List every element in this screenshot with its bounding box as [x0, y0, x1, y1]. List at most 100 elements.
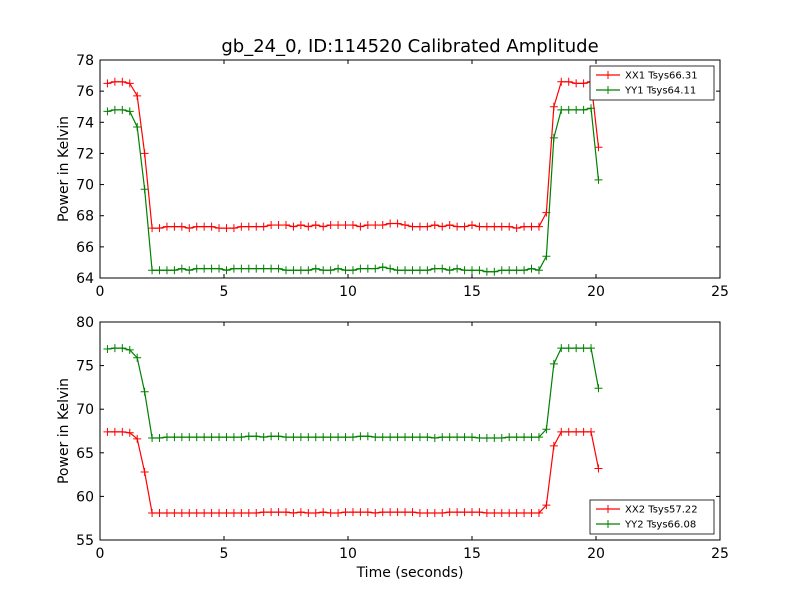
x-tick-label: 5 — [220, 284, 229, 300]
data-point — [386, 264, 395, 273]
data-point — [371, 508, 380, 517]
data-point — [378, 508, 387, 517]
data-point — [423, 433, 432, 442]
data-point — [140, 387, 149, 396]
data-point — [185, 508, 194, 517]
data-point — [505, 266, 514, 275]
data-point — [386, 433, 395, 442]
data-point — [162, 433, 171, 442]
data-point — [393, 433, 402, 442]
x-tick-label: 25 — [711, 284, 729, 300]
data-point — [363, 221, 372, 230]
data-point — [125, 107, 134, 116]
data-point — [110, 105, 119, 114]
data-point — [252, 264, 261, 273]
data-point — [348, 433, 357, 442]
data-point — [304, 266, 313, 275]
data-point — [594, 464, 603, 473]
y-tick-label: 70 — [76, 402, 94, 418]
legend-label: XX1 Tsys66.31 — [625, 71, 698, 82]
data-point — [497, 266, 506, 275]
data-point — [229, 508, 238, 517]
data-point — [453, 222, 462, 231]
legend-marker — [604, 505, 612, 513]
legend-item: XX1 Tsys66.31 — [596, 71, 698, 82]
data-point — [438, 264, 447, 273]
data-point — [594, 143, 603, 152]
data-point — [148, 266, 157, 275]
data-point — [520, 508, 529, 517]
data-point — [534, 266, 543, 275]
data-point — [192, 508, 201, 517]
data-point — [393, 266, 402, 275]
legend-item: YY2 Tsys66.08 — [596, 520, 696, 531]
data-point — [445, 433, 454, 442]
y-axis-label: Power in Kelvin — [56, 116, 72, 222]
data-point — [215, 508, 224, 517]
data-point — [155, 508, 164, 517]
data-point — [534, 508, 543, 517]
data-point — [222, 266, 231, 275]
x-tick-label: 10 — [339, 284, 357, 300]
legend: XX1 Tsys66.31 YY1 Tsys64.11 — [589, 65, 715, 101]
x-tick-label: 0 — [96, 284, 105, 300]
data-point — [229, 264, 238, 273]
y-tick-label: 55 — [76, 533, 94, 549]
data-point — [215, 264, 224, 273]
data-point — [490, 433, 499, 442]
data-point — [118, 105, 127, 114]
data-point — [438, 508, 447, 517]
data-point — [207, 508, 216, 517]
data-point — [475, 222, 484, 231]
data-point — [415, 266, 424, 275]
data-point — [386, 219, 395, 228]
data-point — [572, 79, 581, 88]
data-point — [475, 508, 484, 517]
data-point — [289, 222, 298, 231]
data-point — [341, 266, 350, 275]
data-point — [549, 102, 558, 111]
figure-title: gb_24_0, ID:114520 Calibrated Amplitude — [221, 36, 598, 57]
data-point — [229, 224, 238, 233]
data-point — [274, 432, 283, 441]
data-point — [237, 222, 246, 231]
data-point — [430, 508, 439, 517]
data-point — [460, 433, 469, 442]
data-point — [408, 222, 417, 231]
data-point — [334, 264, 343, 273]
data-point — [118, 427, 127, 436]
data-point — [587, 104, 596, 113]
data-point — [334, 221, 343, 230]
data-point — [200, 222, 209, 231]
data-point — [468, 221, 476, 230]
data-point — [445, 266, 454, 275]
data-point — [468, 508, 476, 517]
plot-frame — [99, 59, 721, 279]
data-point — [557, 344, 566, 353]
data-point — [423, 508, 432, 517]
data-point — [401, 221, 410, 230]
data-point — [259, 433, 268, 442]
legend-marker — [604, 520, 612, 528]
legend-label: YY2 Tsys66.08 — [624, 520, 696, 531]
data-point — [319, 508, 328, 517]
data-point — [244, 432, 253, 441]
data-point — [326, 266, 335, 275]
x-axis-label: Time (seconds) — [356, 565, 464, 581]
x-tick-label: 20 — [587, 284, 605, 300]
legend-item: YY1 Tsys64.11 — [596, 86, 696, 97]
data-point — [401, 508, 410, 517]
data-point — [363, 432, 372, 441]
legend-box — [589, 499, 715, 535]
data-point — [542, 425, 551, 434]
x-tick-label: 15 — [463, 284, 481, 300]
data-point — [162, 222, 171, 231]
data-point — [415, 222, 424, 231]
series-XX2 Tsys57.22 — [103, 427, 603, 517]
data-point — [222, 224, 231, 233]
data-point — [334, 433, 343, 442]
data-point — [177, 433, 186, 442]
data-point — [244, 222, 253, 231]
legend-label: YY1 Tsys64.11 — [624, 86, 696, 97]
data-point — [267, 508, 276, 517]
